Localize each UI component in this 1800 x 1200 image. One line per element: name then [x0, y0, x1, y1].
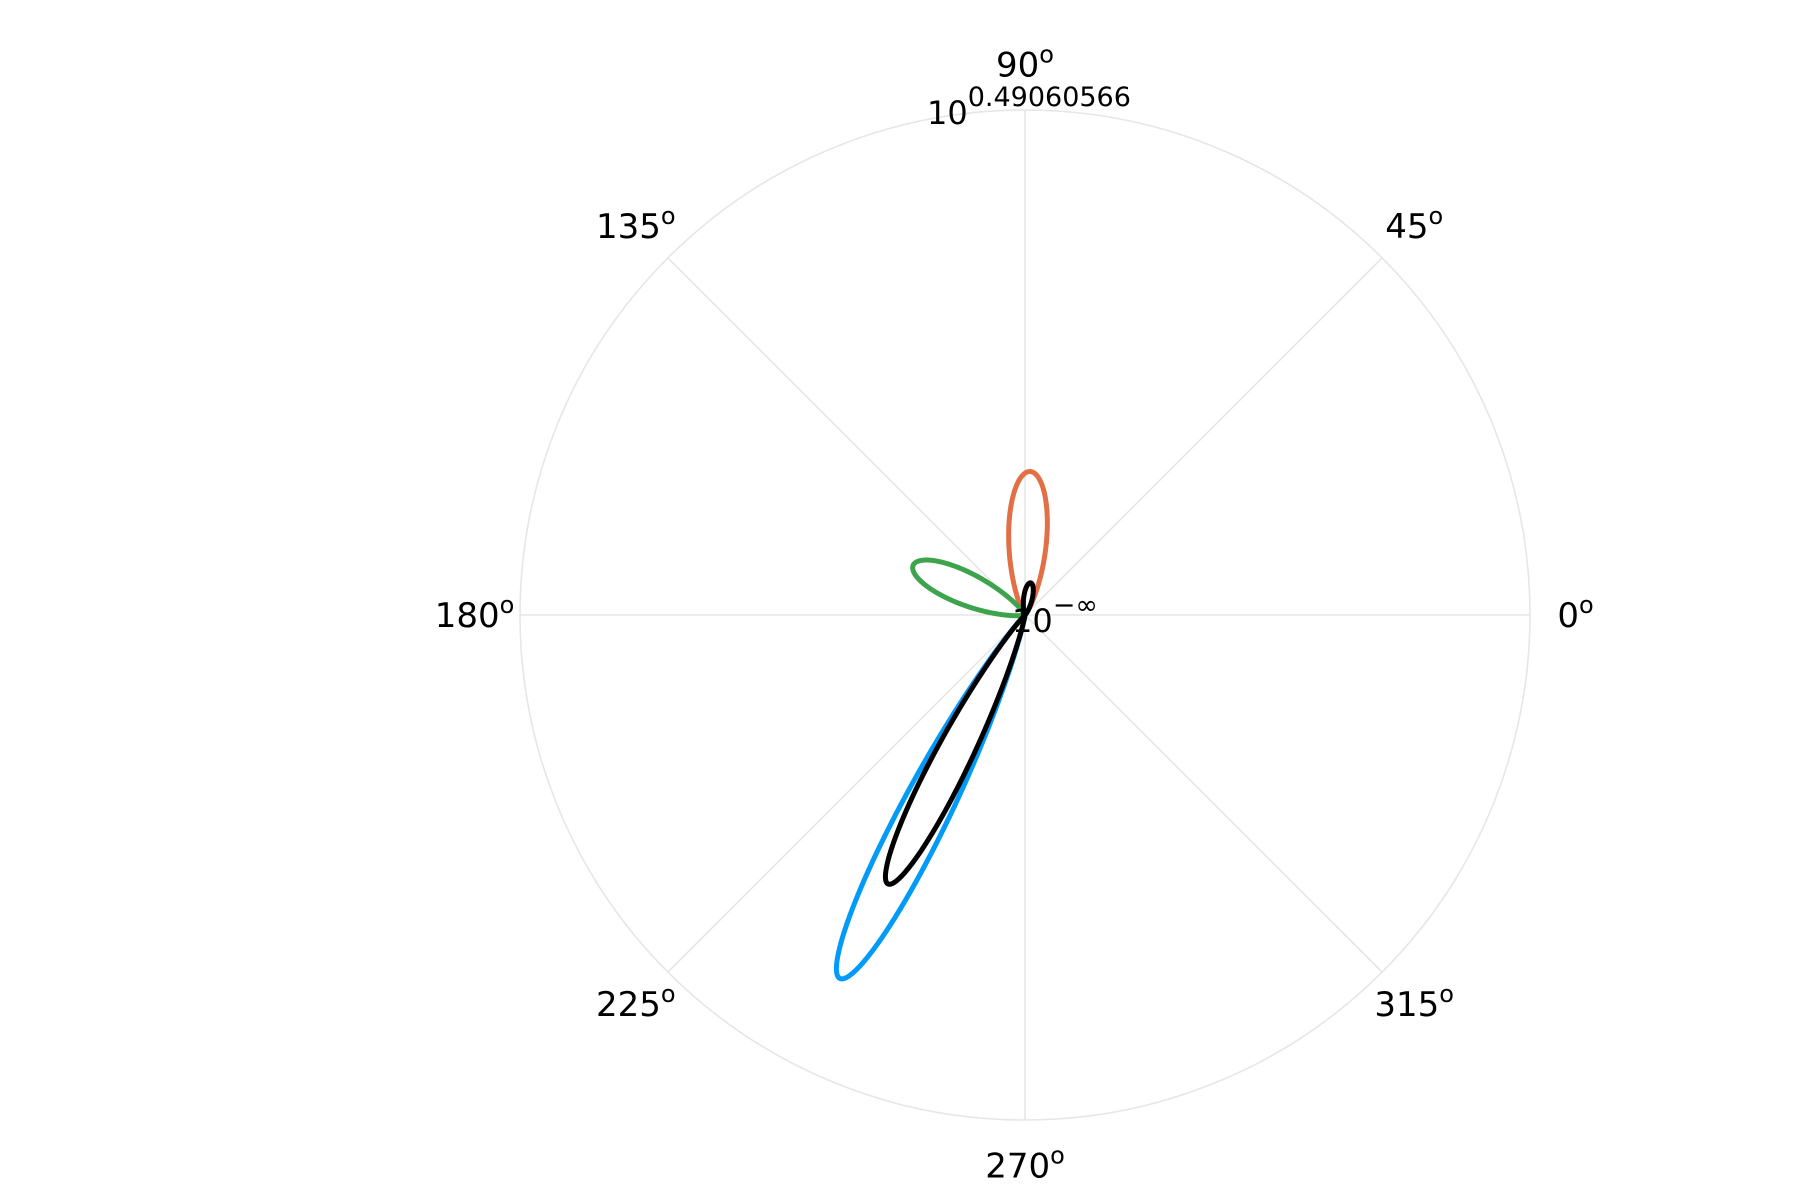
series-4-line	[882, 580, 1036, 887]
radial-tick-center: 10−∞	[1012, 590, 1098, 640]
grid-spoke-225	[667, 614, 1026, 973]
series-3-line	[910, 557, 1028, 619]
polar-grid	[519, 109, 1531, 1121]
radial-tick-outer: 100.49060566	[927, 82, 1131, 132]
series-2-line	[1006, 469, 1050, 618]
series-layer	[833, 469, 1050, 982]
tick-labels: 0o 45o 90o 135o 180o 225o 270o 315o 10−∞ 100.4906…	[435, 41, 1594, 1187]
grid-spoke-135	[667, 257, 1026, 616]
angle-tick-225: 225o	[596, 980, 676, 1025]
grid-spoke-315	[1024, 614, 1383, 973]
angle-tick-135: 135o	[596, 202, 676, 247]
angle-tick-45: 45o	[1385, 202, 1443, 247]
angle-tick-90: 90o	[996, 41, 1054, 86]
angle-tick-180: 180o	[435, 591, 515, 636]
series-1-line	[833, 612, 1028, 982]
angle-tick-0: 0o	[1557, 591, 1593, 636]
angle-tick-315: 315o	[1374, 980, 1454, 1025]
grid-spoke-45	[1024, 257, 1383, 616]
angle-tick-270: 270o	[985, 1142, 1065, 1187]
